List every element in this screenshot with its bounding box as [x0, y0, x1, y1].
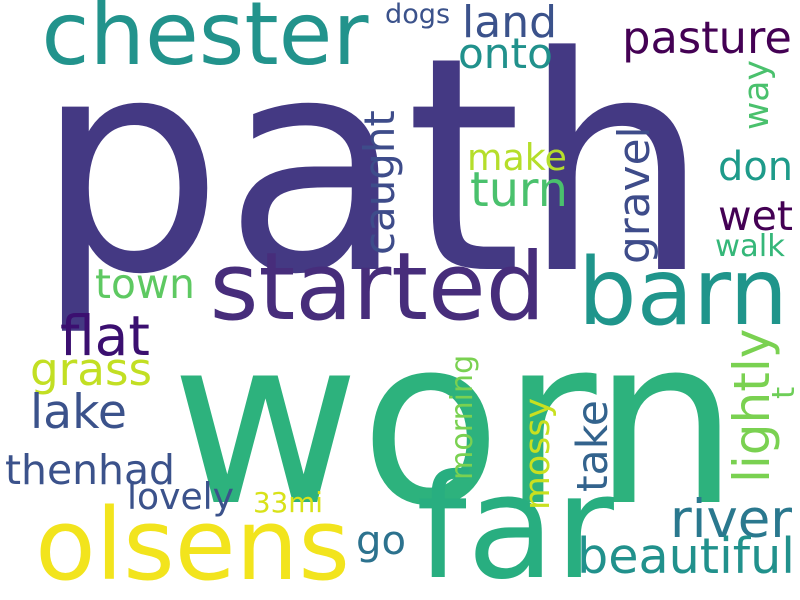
word-barn: barn [578, 238, 788, 347]
word-started: started [209, 232, 546, 342]
word-thenhad: thenhad [5, 445, 175, 494]
word-don: don [718, 143, 794, 190]
word-mossy: mossy [517, 397, 558, 510]
word-town: town [95, 259, 195, 308]
word-lake: lake [30, 385, 127, 441]
word-lightly: lightly [723, 328, 781, 484]
word-take: take [568, 400, 618, 492]
word-beautiful: beautiful [577, 527, 795, 586]
word-walk: walk [715, 228, 785, 264]
word-way: way [737, 60, 778, 130]
word-dogs: dogs [385, 0, 451, 30]
word-gravel: gravel [608, 126, 660, 264]
word-wet: wet [718, 191, 794, 240]
word-river: river [670, 488, 793, 550]
word-pasture: pasture [622, 11, 792, 64]
word-olsens: olsens [35, 487, 350, 600]
word-lovely: lovely [127, 476, 235, 518]
word-path: path [35, 0, 710, 340]
word-morning: morning [445, 354, 480, 481]
word-turn: turn [470, 163, 568, 219]
word-grass: grass [30, 343, 153, 397]
word-chester: chester [41, 0, 369, 86]
word-t: t [765, 386, 800, 399]
word-caught: caught [355, 110, 404, 255]
word-flat: flat [60, 303, 150, 368]
word-33mi: 33mi [253, 486, 323, 520]
word-go: go [356, 518, 406, 564]
word-far: far [416, 443, 614, 600]
word-land: land [462, 0, 558, 48]
word-worn: worn [170, 286, 740, 557]
word-make: make [467, 135, 567, 179]
word-onto: onto [458, 28, 553, 78]
